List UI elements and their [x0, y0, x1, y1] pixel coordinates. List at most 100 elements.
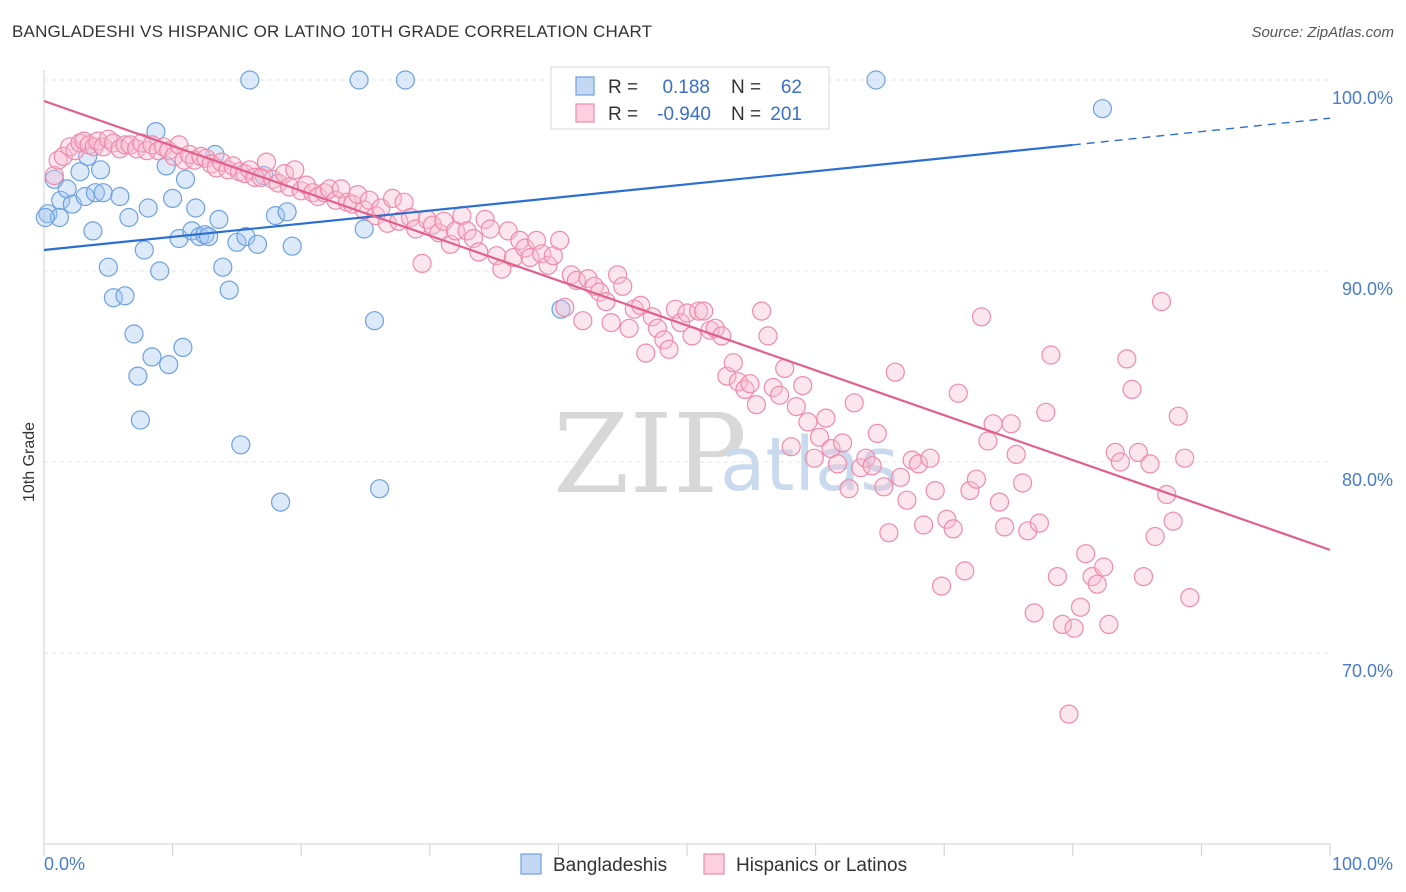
- point-hispanic: [694, 301, 714, 321]
- point-hispanic: [263, 169, 283, 189]
- legend-r-label: R =: [608, 77, 638, 98]
- point-hispanic: [1087, 574, 1107, 594]
- point-bangladeshi: [159, 355, 179, 375]
- x-tick-label: 0.0%: [44, 854, 85, 874]
- point-hispanic: [832, 433, 853, 453]
- point-bangladeshi: [128, 366, 148, 386]
- point-bangladeshi: [271, 492, 291, 512]
- legend-n-label: N =: [731, 77, 761, 98]
- point-hispanic: [1024, 603, 1044, 623]
- point-bangladeshi: [138, 198, 158, 218]
- point-hispanic: [931, 576, 952, 596]
- point-hispanic: [943, 519, 963, 539]
- point-hispanic: [1029, 513, 1050, 533]
- point-bangladeshi: [354, 219, 374, 239]
- point-bangladeshi: [98, 257, 118, 277]
- point-hispanic: [712, 326, 732, 346]
- y-tick-label: 100.0%: [1332, 88, 1393, 108]
- point-bangladeshi: [150, 261, 170, 281]
- point-hispanic: [786, 397, 806, 417]
- point-bangladeshi: [70, 162, 90, 182]
- point-hispanic: [1122, 379, 1142, 399]
- point-bangladeshi: [90, 160, 111, 180]
- point-hispanic: [578, 269, 598, 289]
- point-hispanic: [48, 150, 68, 170]
- point-hispanic: [804, 448, 824, 468]
- point-hispanic: [74, 131, 94, 151]
- point-hispanic: [319, 179, 340, 199]
- point-bangladeshi: [85, 183, 106, 203]
- point-hispanic: [879, 523, 899, 543]
- point-hispanic: [1012, 473, 1033, 493]
- point-hispanic: [596, 292, 616, 312]
- legend-n-value-blue: 62: [781, 77, 802, 98]
- legend-swatch-blue: [575, 76, 595, 96]
- point-bangladeshi: [35, 207, 55, 228]
- point-bangladeshi: [93, 183, 113, 203]
- point-hispanic: [723, 353, 743, 373]
- point-hispanic: [1175, 448, 1195, 468]
- point-bangladeshi: [57, 179, 77, 199]
- point-bangladeshi: [175, 169, 196, 189]
- point-hispanic: [874, 477, 894, 497]
- bottom-legend-label-pink: Hispanics or Latinos: [736, 855, 907, 876]
- point-hispanic: [948, 383, 968, 403]
- point-bangladeshi: [199, 227, 219, 247]
- point-hispanic: [538, 255, 558, 275]
- point-hispanic: [890, 467, 911, 487]
- point-hispanic: [1151, 292, 1172, 312]
- chart-title: BANGLADESHI VS HISPANIC OR LATINO 10TH G…: [12, 22, 653, 41]
- point-hispanic: [758, 326, 778, 346]
- point-hispanic: [1140, 454, 1160, 474]
- point-hispanic: [659, 339, 679, 359]
- point-hispanic: [1018, 521, 1038, 541]
- axes: [43, 70, 1331, 856]
- point-bangladeshi: [1092, 99, 1113, 119]
- point-hispanic: [475, 209, 495, 229]
- y-tick-label: 90.0%: [1342, 279, 1393, 299]
- point-hispanic: [636, 343, 656, 363]
- point-hispanic: [601, 313, 621, 333]
- point-bangladeshi: [119, 207, 139, 228]
- y-tick-label: 70.0%: [1342, 661, 1393, 681]
- point-hispanic: [256, 152, 277, 172]
- point-bangladeshi: [134, 240, 154, 260]
- point-hispanic: [1006, 444, 1026, 464]
- point-hispanic: [746, 395, 767, 415]
- point-bangladeshi: [173, 337, 193, 357]
- point-bangladeshi: [49, 207, 70, 228]
- point-bangladeshi: [130, 410, 150, 430]
- point-hispanic: [867, 423, 887, 443]
- bottom-legend-swatch-blue: [520, 853, 542, 875]
- point-bangladeshi: [866, 70, 886, 90]
- point-hispanic: [735, 379, 755, 399]
- point-bangladeshi: [231, 435, 251, 455]
- point-hispanic: [53, 146, 73, 166]
- point-hispanic: [44, 165, 64, 186]
- legend: R = 0.188 N = 62 R = -0.940 N = 201: [550, 66, 830, 130]
- y-axis-label: 10th Grade: [21, 422, 38, 502]
- legend-r-value-pink: -0.940: [657, 104, 711, 125]
- point-bangladeshi: [209, 209, 229, 229]
- point-bangladeshi: [219, 280, 239, 300]
- point-hispanic: [1180, 587, 1200, 608]
- point-bangladeshi: [282, 236, 302, 256]
- point-bangladeshi: [83, 221, 103, 241]
- point-hispanic: [1076, 544, 1096, 564]
- point-bangladeshi: [163, 188, 183, 208]
- legend-r-value-blue: 0.188: [662, 77, 710, 98]
- point-bangladeshi: [110, 186, 130, 207]
- point-hispanic: [994, 517, 1015, 537]
- point-bangladeshi: [115, 286, 135, 306]
- point-hispanic: [1117, 349, 1137, 369]
- source-label: Source: ZipAtlas.com: [1251, 24, 1394, 41]
- point-hispanic: [920, 448, 940, 468]
- point-hispanic: [925, 481, 945, 501]
- point-hispanic: [897, 490, 917, 510]
- x-tick-label: 100.0%: [1332, 854, 1393, 874]
- point-hispanic: [1163, 511, 1183, 531]
- point-hispanic: [412, 253, 432, 273]
- point-hispanic: [1128, 442, 1149, 462]
- point-hispanic: [856, 448, 876, 468]
